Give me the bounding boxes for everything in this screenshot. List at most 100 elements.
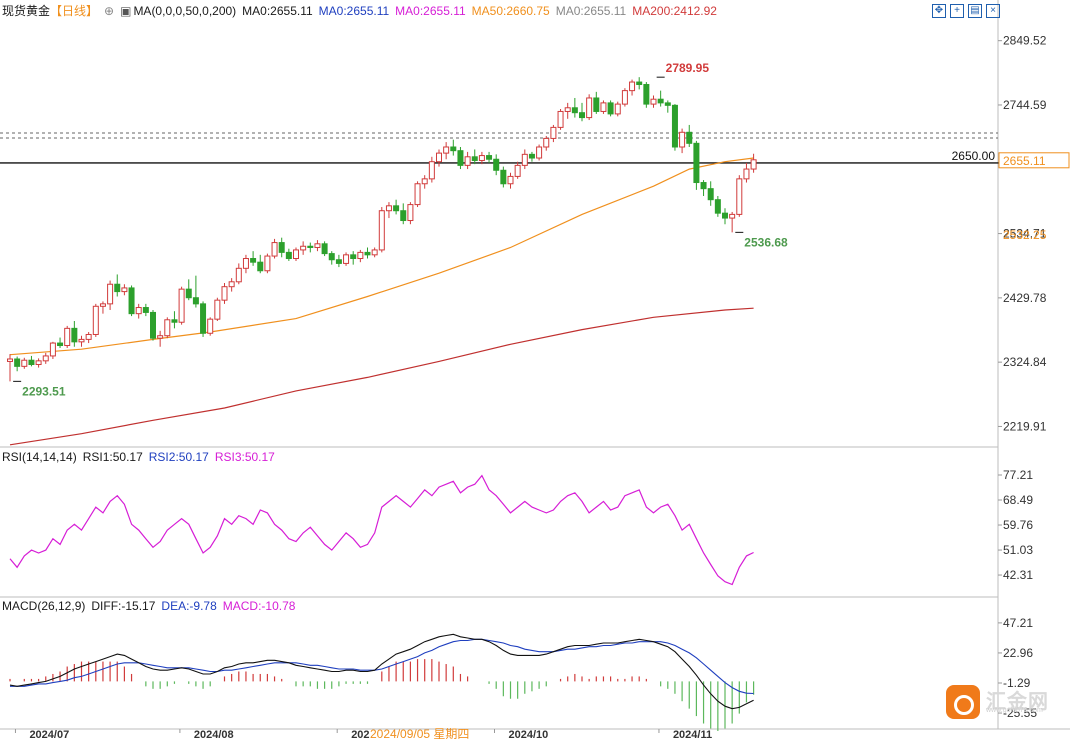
candle-body bbox=[257, 261, 264, 272]
candle-body bbox=[700, 182, 707, 190]
candle-body bbox=[78, 338, 85, 343]
candle-body bbox=[64, 327, 71, 347]
candle-body bbox=[579, 112, 585, 119]
ma50-value-label: 2532.25 bbox=[1003, 228, 1047, 242]
candle-body bbox=[593, 97, 600, 112]
candle-body bbox=[164, 319, 171, 337]
candle-body bbox=[671, 104, 678, 148]
x-tick-label: 2024/10 bbox=[509, 729, 549, 741]
candle-body bbox=[543, 137, 550, 148]
y-tick-label: 2219.91 bbox=[1003, 419, 1047, 433]
candle-body bbox=[621, 90, 628, 105]
candle-body bbox=[92, 305, 99, 335]
macd-value: MACD:-10.78 bbox=[222, 599, 296, 613]
candle-body bbox=[128, 287, 135, 315]
ma50-line bbox=[9, 157, 754, 356]
candle-body bbox=[157, 335, 164, 339]
ma-values: MA0:2655.11 MA0:2655.11 MA0:2655.11 MA50:26… bbox=[242, 4, 723, 18]
candle-body bbox=[657, 98, 664, 104]
ma-value-2: MA0:2655.11 bbox=[395, 4, 466, 18]
candle-body bbox=[142, 307, 149, 313]
candle-body bbox=[178, 288, 185, 323]
candle-body bbox=[686, 131, 693, 144]
zoom-in-icon[interactable]: + bbox=[950, 4, 964, 18]
y-tick-label: 2324.84 bbox=[1003, 355, 1047, 369]
candle-body bbox=[428, 161, 435, 180]
move-icon[interactable]: ✥ bbox=[932, 4, 946, 18]
candle-body bbox=[85, 333, 92, 340]
candle-body bbox=[629, 81, 636, 92]
candle-body bbox=[264, 255, 271, 272]
candle-body bbox=[271, 242, 278, 257]
candle-body bbox=[321, 243, 328, 255]
candle-body bbox=[421, 178, 428, 185]
candle-body bbox=[650, 98, 657, 105]
candle-body bbox=[71, 327, 78, 343]
candle-body bbox=[436, 152, 442, 163]
rsi-line bbox=[9, 474, 754, 586]
candle-body bbox=[607, 102, 614, 115]
candle-body bbox=[371, 249, 378, 256]
ma-value-4: MA0:2655.11 bbox=[555, 4, 627, 18]
candle-body bbox=[707, 188, 714, 201]
candle-body bbox=[121, 287, 128, 293]
price-header: 现货黄金【日线】 ⊕ ▣ MA(0,0,0,50,0,200) MA0:2655.11 M… bbox=[2, 2, 729, 20]
candle-body bbox=[307, 245, 314, 248]
candle-body bbox=[636, 81, 643, 85]
period-label[interactable]: 【日线】 bbox=[50, 4, 99, 18]
candle-body bbox=[300, 245, 307, 251]
macd-y-tick-label: 47.21 bbox=[1003, 616, 1033, 630]
candle-body bbox=[729, 213, 736, 219]
candle-body bbox=[385, 205, 392, 212]
candle-body bbox=[242, 258, 249, 269]
candle-body bbox=[364, 251, 371, 256]
candle-body bbox=[586, 97, 593, 119]
candle-body bbox=[114, 283, 121, 293]
settings-icon[interactable]: ⊕ bbox=[104, 4, 115, 18]
y-tick-label: 2534.71 bbox=[1003, 227, 1047, 241]
candle-body bbox=[171, 319, 178, 323]
chart-type-icon[interactable]: ▤ bbox=[968, 4, 982, 18]
candle-body bbox=[14, 358, 21, 367]
candle-body bbox=[28, 359, 35, 366]
candle-body bbox=[557, 110, 564, 128]
rsi1-value: RSI1:50.17 bbox=[82, 450, 143, 464]
candle-body bbox=[679, 131, 686, 148]
low-label: 2536.68 bbox=[744, 235, 788, 249]
crosshair-date-label: 2024/09/05 星期四 bbox=[370, 727, 469, 741]
candle-body bbox=[400, 210, 407, 222]
logo-icon bbox=[946, 685, 980, 719]
dea-line bbox=[10, 638, 754, 695]
candle-body bbox=[464, 156, 471, 166]
candle-body bbox=[521, 153, 528, 166]
close-icon[interactable]: × bbox=[986, 4, 1000, 18]
y-tick-label: 2429.78 bbox=[1003, 291, 1047, 305]
candle-body bbox=[600, 102, 607, 112]
level-label-2650: 2650.00 bbox=[952, 149, 996, 163]
candle-body bbox=[507, 175, 514, 185]
logo-url: www.gold678.com bbox=[986, 707, 1043, 714]
y-tick-label: 2744.59 bbox=[1003, 98, 1047, 112]
candle-body bbox=[493, 158, 500, 171]
high-label: 2789.95 bbox=[666, 61, 710, 75]
toolbar: ✥ + ▤ × bbox=[928, 2, 1000, 18]
candle-body bbox=[328, 253, 335, 261]
candle-body bbox=[614, 103, 621, 115]
candle-body bbox=[207, 318, 214, 334]
candle-body bbox=[99, 303, 106, 307]
macd-params: MACD(26,12,9) bbox=[2, 599, 86, 613]
candle-body bbox=[235, 267, 242, 283]
candle-body bbox=[192, 297, 199, 305]
candle-body bbox=[414, 183, 421, 206]
diff-value: DIFF:-15.17 bbox=[91, 599, 156, 613]
candle-body bbox=[664, 102, 671, 106]
candle-body bbox=[221, 286, 228, 301]
candle-body bbox=[350, 254, 357, 260]
candle-body bbox=[378, 210, 385, 251]
candle-body bbox=[107, 283, 114, 305]
ma-value-0: MA0:2655.11 bbox=[242, 4, 313, 18]
ma-value-5: MA200:2412.92 bbox=[632, 4, 717, 18]
candle-body bbox=[135, 307, 142, 315]
